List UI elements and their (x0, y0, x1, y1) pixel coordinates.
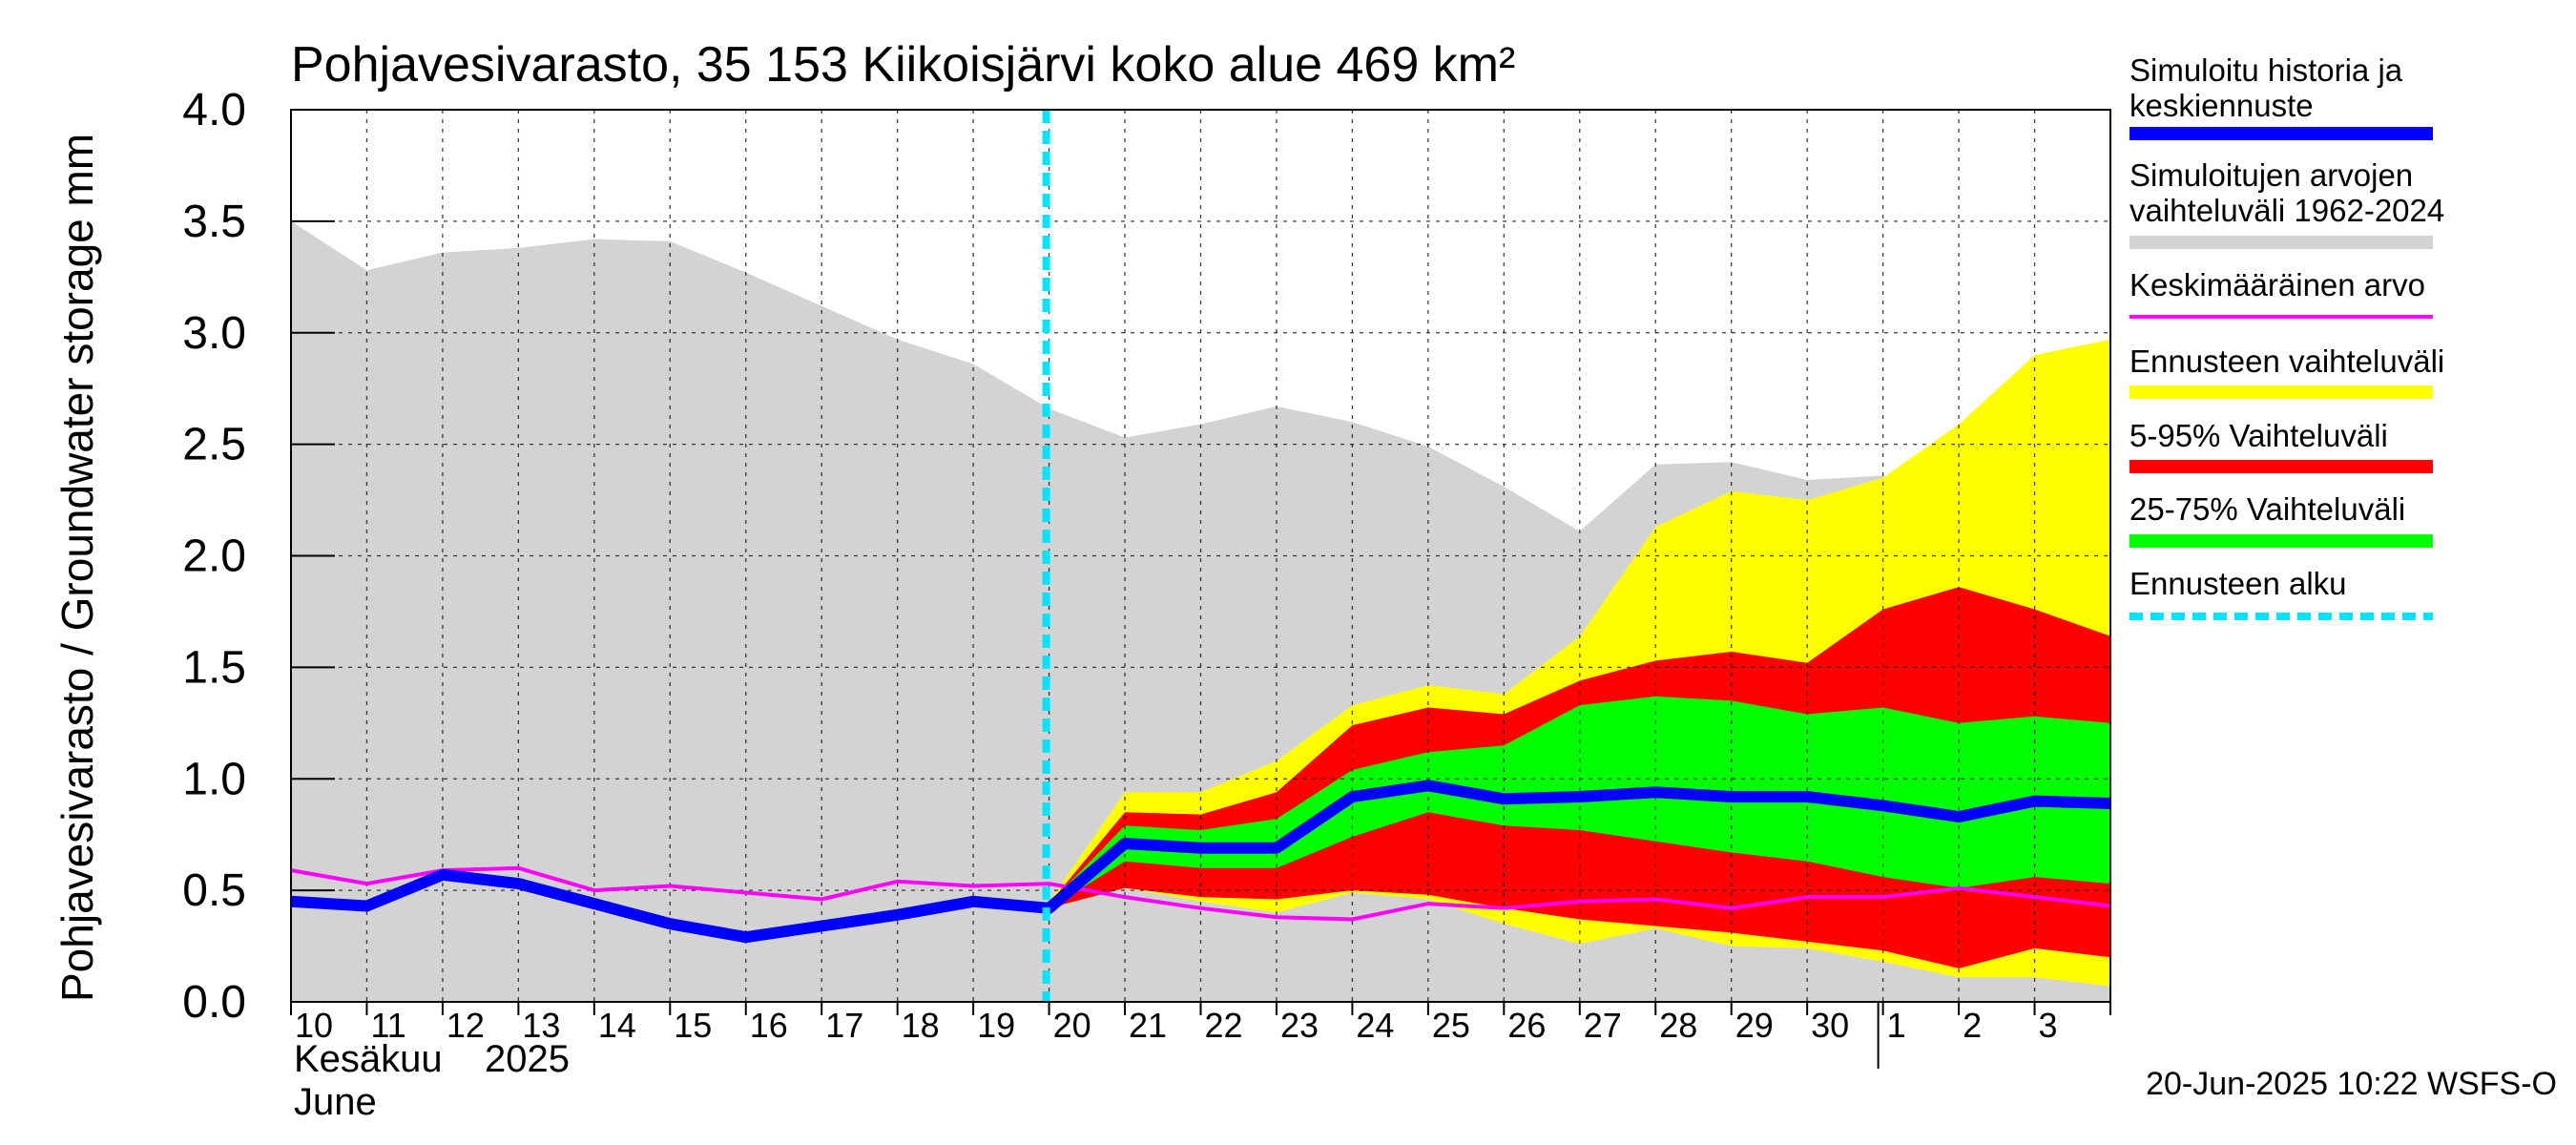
legend-label: Ennusteen alku (2129, 566, 2347, 601)
y-tick-label: 2.5 (182, 420, 246, 470)
legend-label: Simuloitu historia ja keskiennuste (2129, 52, 2403, 123)
x-tick-label: 10 (295, 1006, 333, 1045)
month-label-en: June (294, 1081, 377, 1123)
y-tick-label: 3.0 (182, 308, 246, 359)
median-line (290, 780, 2111, 944)
x-tick-label: 23 (1280, 1006, 1319, 1045)
year-label: 2025 (485, 1038, 570, 1080)
x-tick-label: 30 (1811, 1006, 1849, 1045)
plot-lines (290, 110, 2111, 1002)
x-tick-label: 14 (598, 1006, 636, 1045)
y-tick-label: 1.5 (182, 642, 246, 693)
x-tick-label: 3 (2039, 1006, 2058, 1045)
legend-label: Keskimääräinen arvo (2129, 267, 2425, 302)
month-label-fi: Kesäkuu (294, 1038, 443, 1080)
x-tick-label: 28 (1659, 1006, 1697, 1045)
x-tick-label: 12 (447, 1006, 485, 1045)
legend-label: Simuloitujen arvojen vaihteluväli 1962-20… (2129, 157, 2444, 228)
x-tick-label: 17 (825, 1006, 863, 1045)
x-tick-label: 19 (977, 1006, 1015, 1045)
y-tick-label: 4.0 (182, 85, 246, 135)
x-tick-label: 25 (1432, 1006, 1470, 1045)
axes: 0.00.51.01.52.02.53.03.54.010 11 12 13 14 15 1… (182, 85, 2111, 1069)
x-tick-label: 29 (1735, 1006, 1774, 1045)
x-tick-label: 15 (674, 1006, 712, 1045)
x-tick-label: 2 (1963, 1006, 1982, 1045)
x-tick-label: 18 (902, 1006, 940, 1045)
legend-label: 5-95% Vaihteluväli (2129, 418, 2388, 453)
legend-label: Ennusteen vaihteluväli (2129, 344, 2444, 379)
chart-title: Pohjavesivarasto, 35 153 Kiikoisjärvi ko… (291, 37, 1515, 93)
legend-label: 25-75% Vaihteluväli (2129, 491, 2405, 527)
y-tick-label: 2.0 (182, 531, 246, 582)
footer-timestamp: 20-Jun-2025 10:22 WSFS-O (2146, 1066, 2557, 1102)
grid-lines (291, 110, 2110, 1002)
y-tick-label: 1.0 (182, 754, 246, 804)
x-tick-label: 11 (370, 1006, 405, 1045)
y-tick-label: 0.0 (182, 977, 246, 1028)
mean-line (290, 865, 2111, 922)
x-tick-label: 16 (750, 1006, 788, 1045)
y-axis-label: Pohjavesivarasto / Groundwater storage m… (52, 134, 102, 1002)
legend: Simuloitu historia ja keskiennuste Simuloi… (2129, 52, 2444, 620)
x-tick-label: 20 (1053, 1006, 1091, 1045)
x-tick-label: 13 (522, 1006, 560, 1045)
x-tick-label: 22 (1205, 1006, 1243, 1045)
x-tick-label: 27 (1584, 1006, 1622, 1045)
x-tick-label: 24 (1356, 1006, 1394, 1045)
y-tick-label: 0.5 (182, 865, 246, 916)
x-tick-label: 21 (1129, 1006, 1167, 1045)
x-tick-label: 26 (1507, 1006, 1546, 1045)
y-tick-label: 3.5 (182, 197, 246, 247)
x-tick-label: 1 (1887, 1006, 1906, 1045)
